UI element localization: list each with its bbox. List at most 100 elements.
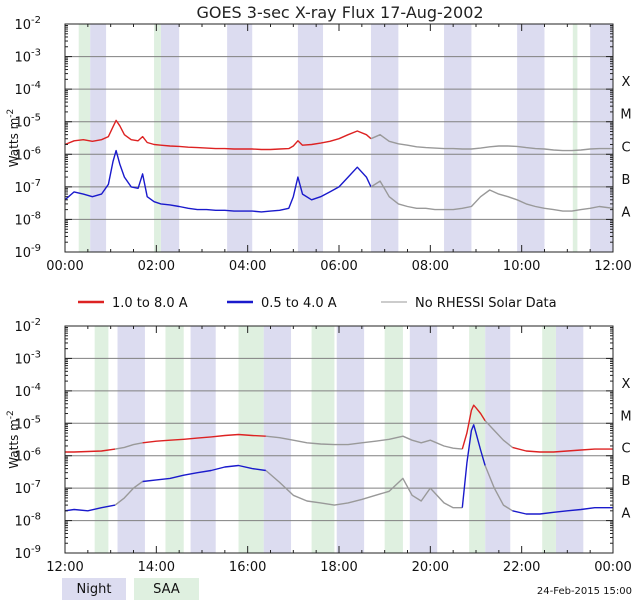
saa-band-3	[572, 24, 578, 252]
y-tick-label: 10-7	[14, 479, 41, 497]
y-tick-label: 10-8	[14, 512, 41, 530]
y-tick-label-base: 10	[14, 482, 31, 497]
plot-panel-2: 10-910-810-710-610-510-410-310-212:00 14:…	[6, 317, 632, 575]
y-tick-label-exponent: -5	[31, 113, 41, 124]
y-tick-label-exponent: -9	[31, 243, 41, 254]
y-tick-label-exponent: -7	[31, 479, 41, 490]
y-tick-label-base: 10	[14, 417, 31, 432]
y-tick-label: 10-6	[14, 145, 41, 163]
saa-band-2	[154, 24, 161, 252]
series-1-segment-5	[461, 404, 486, 450]
class-label-C: C	[621, 442, 630, 457]
y-tick-label-base: 10	[14, 18, 31, 33]
y-tick-label-exponent: -8	[31, 512, 41, 523]
plot-panels: 10-910-810-710-610-510-410-310-200:00 02:…	[6, 15, 632, 575]
y-tick-label-exponent: -6	[31, 447, 41, 458]
y-tick-label-base: 10	[14, 181, 31, 196]
series-2-segment-6	[484, 465, 513, 512]
class-label-M: M	[620, 108, 631, 123]
class-label-C: C	[621, 140, 630, 155]
saa-band-4	[311, 326, 335, 553]
x-tick-label: 08:00	[412, 259, 449, 274]
x-tick-label: 22:00	[503, 560, 540, 575]
y-tick-label-base: 10	[14, 148, 31, 163]
x-tick-label: 18:00	[320, 560, 357, 575]
plot-panel-1: 10-910-810-710-610-510-410-310-200:00 02:…	[6, 15, 632, 274]
night-band-5	[409, 326, 438, 553]
y-tick-label-exponent: -4	[31, 382, 41, 393]
legend-label-3: No RHESSI Solar Data	[415, 296, 557, 311]
saa-band-1	[78, 24, 91, 252]
class-label-X: X	[622, 75, 631, 90]
y-tick-label-base: 10	[14, 515, 31, 530]
y-tick-label-base: 10	[14, 385, 31, 400]
y-tick-label: 10-6	[14, 447, 41, 465]
series-legend: 1.0 to 8.0 A 0.5 to 4.0 A No RHESSI Solar …	[78, 296, 557, 311]
night-band-1	[117, 326, 145, 553]
series-1-segment-1	[64, 119, 372, 151]
y-axis-label-text: Watts m	[7, 118, 21, 168]
y-tick-label: 10-4	[14, 382, 41, 400]
y-axis-label: Watts m-2	[6, 109, 21, 168]
series-2-segment-7	[512, 507, 613, 515]
legend-label-1: 1.0 to 8.0 A	[112, 296, 188, 311]
y-axis-label: Watts m-2	[6, 410, 21, 469]
y-tick-label-base: 10	[14, 116, 31, 131]
y-tick-label: 10-2	[14, 317, 41, 335]
y-tick-label-exponent: -2	[31, 15, 41, 26]
saa-band-1	[94, 326, 109, 553]
x-tick-label: 12:00	[46, 560, 83, 575]
y-axis-label-exponent: -2	[6, 410, 16, 419]
saa-band-3	[238, 326, 264, 553]
night-band-7	[517, 24, 545, 252]
shading-label-night: Night	[77, 582, 112, 597]
x-tick-label: 00:00	[46, 259, 83, 274]
series-1-segment-2	[370, 133, 613, 152]
series-1-segment-7	[512, 446, 613, 453]
y-tick-label-exponent: -5	[31, 414, 41, 425]
y-tick-label: 10-3	[14, 349, 41, 367]
x-tick-label: 06:00	[320, 259, 357, 274]
x-tick-label: 14:00	[138, 560, 175, 575]
night-band-4	[336, 326, 365, 553]
x-tick-label: 20:00	[412, 560, 449, 575]
y-tick-label-exponent: -7	[31, 178, 41, 189]
series-2-segment-2	[370, 180, 614, 212]
x-tick-label: 10:00	[503, 259, 540, 274]
series-2-segment-3	[142, 464, 266, 483]
series-2-segment-4	[265, 469, 463, 509]
x-tick-label: 12:00	[594, 259, 631, 274]
night-band-6	[444, 24, 472, 252]
y-tick-label: 10-9	[14, 544, 41, 562]
class-label-A: A	[622, 507, 631, 522]
y-tick-label: 10-5	[14, 113, 41, 131]
series-1-segment-1	[65, 448, 116, 453]
class-label-B: B	[622, 173, 631, 188]
chart-title: GOES 3-sec X-ray Flux 17-Aug-2002	[196, 3, 483, 22]
y-tick-label-base: 10	[14, 83, 31, 98]
series-1-segment-4	[265, 435, 463, 450]
y-tick-label: 10-9	[14, 243, 41, 261]
y-tick-label: 10-2	[14, 15, 41, 33]
night-band-2	[190, 326, 216, 553]
class-label-B: B	[622, 474, 631, 489]
shading-swatch-saa	[134, 578, 199, 600]
series-2-segment-2	[114, 480, 144, 506]
y-tick-label-base: 10	[14, 246, 31, 261]
series-2-segment-1	[64, 504, 116, 512]
night-band-8	[590, 24, 613, 252]
y-tick-label-exponent: -4	[31, 80, 41, 91]
y-tick-label-base: 10	[14, 213, 31, 228]
class-label-M: M	[620, 409, 631, 424]
y-tick-label-exponent: -3	[31, 349, 41, 360]
y-axis-label-exponent: -2	[6, 109, 16, 118]
saa-band-7	[542, 326, 556, 553]
shading-legend: Night SAA	[62, 578, 199, 600]
y-tick-label-base: 10	[14, 51, 31, 66]
x-tick-label: 00:00	[594, 560, 631, 575]
shading-label-saa: SAA	[153, 582, 180, 597]
series-1-segment-2	[115, 442, 143, 450]
y-tick-label-exponent: -3	[31, 48, 41, 59]
legend-label-2: 0.5 to 4.0 A	[261, 296, 337, 311]
